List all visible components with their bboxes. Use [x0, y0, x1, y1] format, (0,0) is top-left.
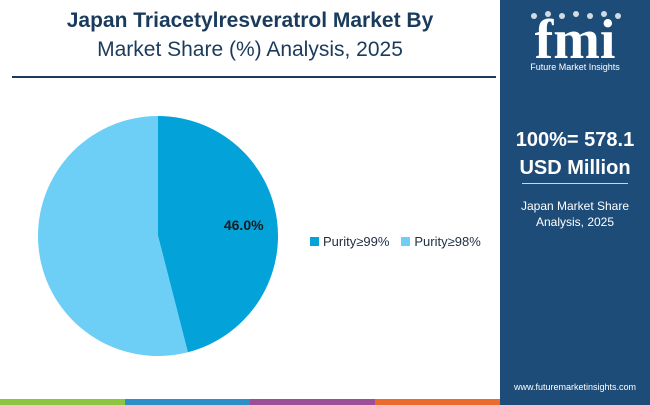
logo-text: fmi — [535, 9, 616, 71]
caption-line2: Analysis, 2025 — [535, 215, 615, 229]
side-panel: fmi Future Market Insights 100%= 578.1 U… — [500, 0, 650, 405]
pie-slice-purity-98 — [38, 116, 188, 356]
pie-data-label: 46.0% — [224, 217, 264, 233]
pie-chart: 46.0% — [38, 116, 279, 356]
bottom-bar-segment — [125, 399, 250, 405]
total-value: 100%= 578.1 USD Million — [500, 126, 650, 182]
caption-line1: Japan Market Share — [520, 199, 630, 213]
logo-subtitle: Future Market Insights — [530, 62, 620, 72]
legend-item-purity-99: Purity≥99% — [310, 234, 389, 249]
total-line1: 100%= 578.1 — [515, 129, 635, 151]
chart-title: Japan Triacetylresveratrol Market By Mar… — [0, 6, 500, 64]
pie-slice-purity-99 — [158, 116, 279, 353]
legend-label: Purity≥98% — [414, 234, 481, 249]
chart-title-line2: Market Share (%) Analysis, 2025 — [97, 38, 403, 61]
chart-title-line1: Japan Triacetylresveratrol Market By — [66, 9, 434, 32]
bottom-color-bar — [0, 399, 500, 405]
legend-swatch — [401, 237, 411, 246]
website-url: www.futuremarketinsights.com — [513, 382, 637, 392]
chart-legend: Purity≥99% Purity≥98% — [310, 234, 493, 249]
bottom-bar-segment — [0, 399, 125, 405]
legend-swatch — [310, 237, 319, 246]
title-divider — [12, 76, 496, 78]
panel-divider — [522, 183, 628, 184]
total-line2: USD Million — [519, 157, 631, 179]
panel-caption: Japan Market Share Analysis, 2025 — [500, 198, 650, 230]
bottom-bar-segment — [250, 399, 375, 405]
legend-label: Purity≥99% — [323, 234, 390, 249]
fmi-logo: fmi — [531, 9, 621, 71]
legend-item-purity-98: Purity≥98% — [401, 234, 481, 249]
bottom-bar-segment — [375, 399, 500, 405]
